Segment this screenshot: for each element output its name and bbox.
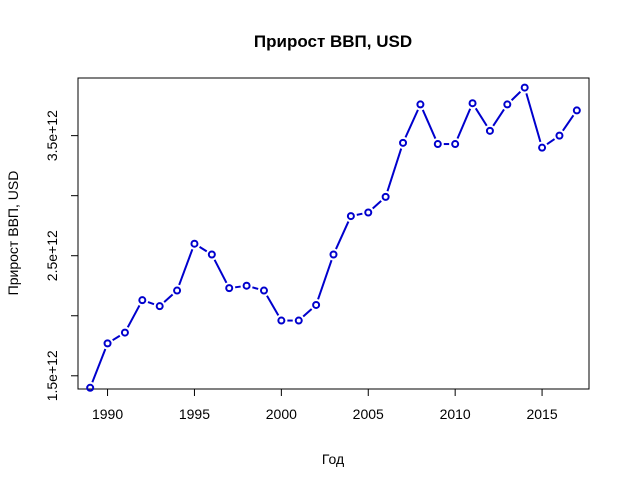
y-axis-label: Прирост ВВП, USD [5,171,21,296]
x-tick-label: 2000 [266,406,297,422]
data-point [451,140,460,149]
data-point [86,383,95,392]
data-point [555,131,564,140]
x-tick-label: 1995 [179,406,210,422]
data-point [433,140,442,149]
series-segment [163,293,174,303]
x-tick-label: 2010 [440,406,471,422]
data-point [538,143,547,152]
x-tick-label: 2005 [353,406,384,422]
y-axis: 1.5e+12 2.5e+12 3.5e+12 [44,110,79,401]
series-segment [546,138,556,146]
series-segment [525,93,542,143]
series-segment [147,301,155,306]
data-point [103,339,112,348]
data-point [346,212,355,221]
series-segment [562,114,575,132]
series-segment [421,109,437,139]
y-tick-label: 1.5e+12 [44,350,60,401]
y-tick-label: 2.5e+12 [44,230,60,281]
series-line [91,91,575,383]
series-segment [510,91,522,101]
data-point [173,286,182,295]
x-axis-label: Год [322,451,344,467]
data-point [190,239,199,248]
series-points [86,83,581,392]
chart-title: Прирост ВВП, USD [254,32,412,51]
series-segment [302,308,313,318]
series-segment [492,108,505,127]
data-point [381,192,390,201]
series-segment [266,295,280,316]
data-point [120,328,129,337]
series-segment [335,221,350,250]
y-tick-label: 3.5e+12 [44,110,60,161]
data-point [329,250,338,259]
data-point [207,250,216,259]
data-point [572,106,581,115]
x-axis: 1990 1995 2000 2005 2010 2015 [92,388,558,422]
data-point [399,138,408,147]
x-tick-label: 1990 [92,406,123,422]
data-point [242,281,251,290]
series-segment [404,109,419,138]
series-segment [474,107,488,127]
series-segment [456,108,472,139]
data-point [277,316,286,325]
data-point [485,126,494,135]
series-segment [356,212,363,216]
data-point [138,296,147,305]
series-segment [126,304,141,328]
series-segment [91,348,107,383]
series-segment [372,200,382,210]
series-segment [252,286,259,290]
plot-area-frame [77,77,590,390]
data-point [155,302,164,311]
data-point [312,300,321,309]
series-segment [199,246,208,253]
data-point [468,99,477,108]
series-segment [386,148,403,192]
data-point [503,100,512,109]
series-segment [235,285,241,289]
data-point [520,83,529,92]
x-tick-label: 2015 [526,406,557,422]
series-segment [112,334,121,342]
series-segment [178,248,194,286]
data-point [364,208,373,217]
data-point [259,286,268,295]
data-point [416,100,425,109]
data-point [294,316,303,325]
series-segment [317,259,333,300]
data-point [225,284,234,293]
series-segment [213,259,228,284]
